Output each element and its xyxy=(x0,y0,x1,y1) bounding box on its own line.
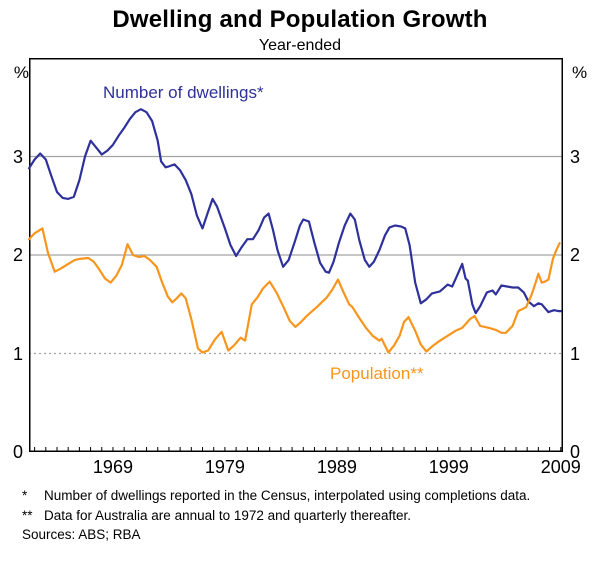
x-label-1979: 1979 xyxy=(204,457,245,477)
footnote-2-marker: ** xyxy=(22,507,33,523)
y-label-right-3: 3 xyxy=(570,146,581,167)
y-axis-unit-left: % xyxy=(13,63,29,82)
footnote-1: * Number of dwellings reported in the Ce… xyxy=(22,486,592,506)
plot-frame xyxy=(29,58,563,452)
footnote-2: ** Data for Australia are annual to 1972… xyxy=(22,506,592,526)
chart-title: Dwelling and Population Growth xyxy=(112,6,488,33)
x-label-1989: 1989 xyxy=(316,457,357,477)
footnote-2-text: Data for Australia are annual to 1972 an… xyxy=(44,507,411,523)
footnotes: * Number of dwellings reported in the Ce… xyxy=(22,486,592,545)
x-label-1999: 1999 xyxy=(428,457,469,477)
population-line xyxy=(27,227,561,354)
x-label-2009: 2009 xyxy=(540,457,581,477)
y-label-left-1: 1 xyxy=(12,343,23,364)
y-label-right-1: 1 xyxy=(570,343,581,364)
chart-subtitle: Year-ended xyxy=(258,37,342,54)
y-label-left-2: 2 xyxy=(12,245,23,265)
y-label-right-2: 2 xyxy=(570,245,581,265)
y-label-right-0: 0 xyxy=(570,442,581,462)
y-label-left-3: 3 xyxy=(12,146,23,167)
x-label-1969: 1969 xyxy=(92,457,133,477)
y-label-left-0: 0 xyxy=(12,442,23,462)
dwellings-series-label: Number of dwellings* xyxy=(103,83,264,102)
footnote-1-marker: * xyxy=(22,488,28,503)
y-axis-unit-right: % xyxy=(572,63,588,82)
footnote-1-text: Number of dwellings reported in the Cens… xyxy=(44,488,531,503)
population-series-label: Population** xyxy=(330,364,424,383)
sources-line: Sources: ABS; RBA xyxy=(22,527,141,542)
plot-svg xyxy=(27,58,563,452)
dwellings-line xyxy=(27,108,562,315)
